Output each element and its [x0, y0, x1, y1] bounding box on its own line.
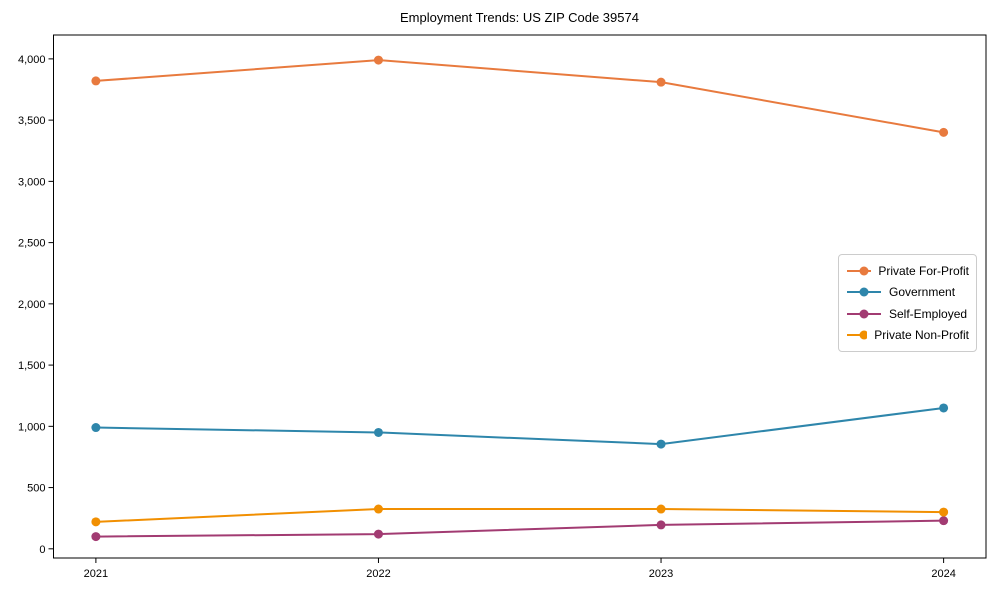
series-line [94, 406, 945, 446]
legend-label: Private For-Profit [878, 263, 969, 278]
y-tick-label: 3,000 [18, 176, 46, 188]
y-tick-label: 0 [39, 544, 45, 556]
data-point-marker [373, 55, 383, 65]
legend-item: Private Non-Profit [846, 325, 969, 347]
y-tick-label: 4,000 [18, 54, 46, 66]
y-tick-label: 2,000 [18, 299, 46, 311]
legend-label: Government [889, 285, 956, 300]
legend-item: Private For-Profit [846, 260, 969, 282]
y-tick-label: 2,500 [18, 238, 46, 250]
data-point-marker [939, 516, 949, 526]
legend-label: Self-Employed [889, 306, 968, 321]
data-point-marker [656, 504, 666, 514]
data-point-marker [939, 127, 949, 137]
x-tick-label: 2022 [366, 568, 390, 580]
data-point-marker [91, 517, 101, 527]
series-line [94, 508, 945, 523]
legend: Private For-Profit Government Self-Employe… [838, 254, 977, 352]
data-point-marker [656, 439, 666, 449]
x-tick-label: 2024 [931, 568, 955, 580]
legend-item: Government [846, 282, 969, 304]
data-point-marker [373, 504, 383, 514]
y-tick-label: 500 [27, 483, 45, 495]
legend-item: Self-Employed [846, 303, 969, 325]
x-tick-label: 2021 [84, 568, 108, 580]
data-point-marker [939, 403, 949, 413]
legend-marker-icon [847, 330, 868, 340]
data-point-marker [91, 423, 101, 433]
legend-marker-icon [847, 266, 872, 276]
legend-marker-icon [847, 287, 881, 297]
legend-marker-icon [847, 309, 881, 319]
data-point-marker [91, 76, 101, 86]
series-line [94, 519, 945, 538]
data-point-marker [656, 520, 666, 530]
x-tick-label: 2023 [649, 568, 673, 580]
data-point-marker [939, 507, 949, 517]
y-tick-label: 1,000 [18, 421, 46, 433]
data-point-marker [91, 532, 101, 542]
y-tick-label: 1,500 [18, 360, 46, 372]
chart-title: Employment Trends: US ZIP Code 39574 [400, 10, 639, 25]
series-line [94, 59, 945, 134]
axes-spines [53, 34, 987, 559]
legend-label: Private Non-Profit [874, 328, 969, 343]
data-point-marker [373, 427, 383, 437]
data-point-marker [373, 529, 383, 539]
y-tick-label: 3,500 [18, 115, 46, 127]
data-point-marker [656, 77, 666, 87]
